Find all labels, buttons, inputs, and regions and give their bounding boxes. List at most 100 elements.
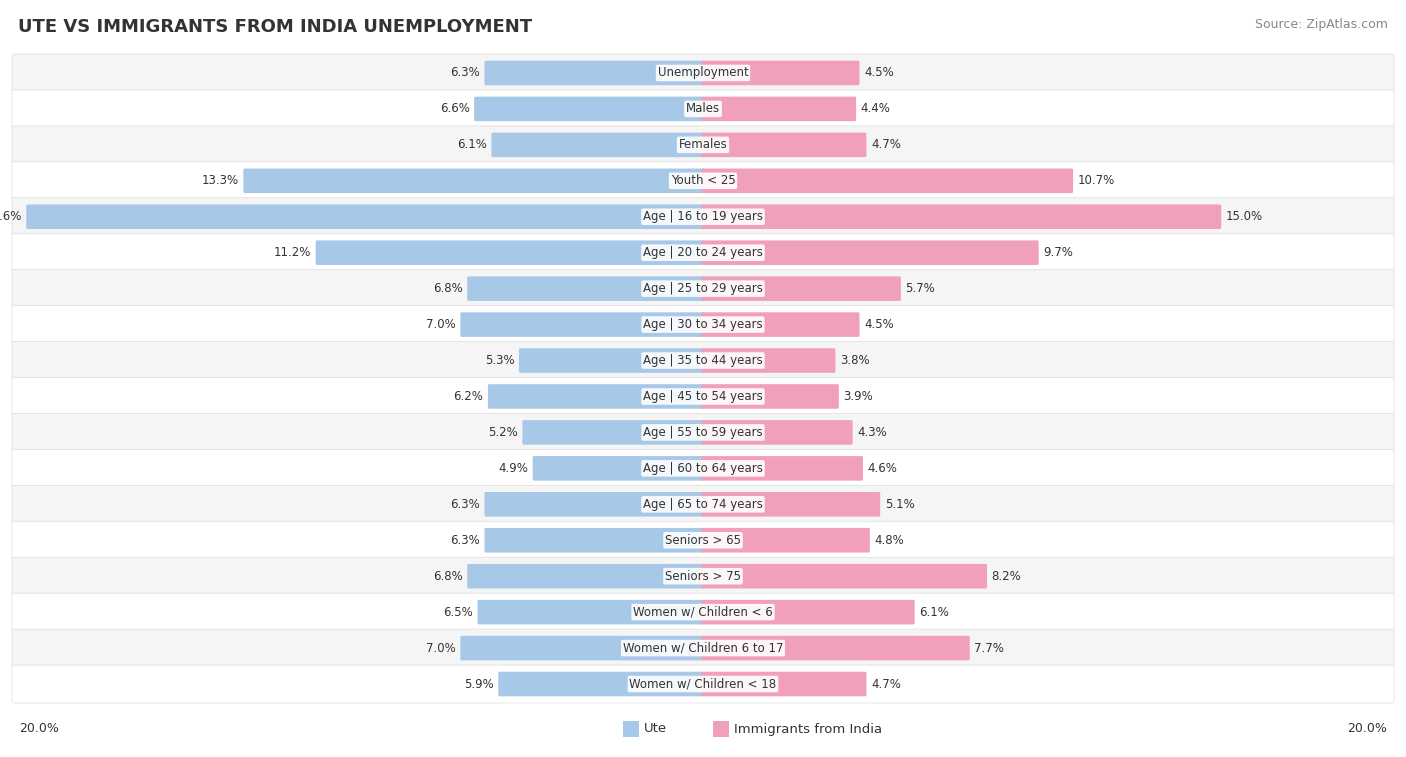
Text: 9.7%: 9.7% — [1043, 246, 1073, 259]
FancyBboxPatch shape — [13, 269, 1393, 307]
FancyBboxPatch shape — [27, 204, 704, 229]
FancyBboxPatch shape — [702, 132, 866, 157]
FancyBboxPatch shape — [702, 600, 915, 625]
FancyBboxPatch shape — [702, 492, 880, 516]
Text: 6.8%: 6.8% — [433, 282, 463, 295]
FancyBboxPatch shape — [13, 234, 1393, 272]
Text: Age | 60 to 64 years: Age | 60 to 64 years — [643, 462, 763, 475]
FancyBboxPatch shape — [13, 557, 1393, 595]
FancyBboxPatch shape — [533, 456, 704, 481]
Text: Females: Females — [679, 139, 727, 151]
Text: 5.2%: 5.2% — [488, 426, 517, 439]
Text: Women w/ Children 6 to 17: Women w/ Children 6 to 17 — [623, 642, 783, 655]
Text: Age | 35 to 44 years: Age | 35 to 44 years — [643, 354, 763, 367]
FancyBboxPatch shape — [243, 169, 704, 193]
FancyBboxPatch shape — [13, 198, 1393, 235]
FancyBboxPatch shape — [702, 276, 901, 301]
Text: Youth < 25: Youth < 25 — [671, 174, 735, 187]
Text: 4.3%: 4.3% — [858, 426, 887, 439]
FancyBboxPatch shape — [316, 241, 704, 265]
Text: 8.2%: 8.2% — [991, 570, 1021, 583]
Text: 15.0%: 15.0% — [1226, 210, 1263, 223]
FancyBboxPatch shape — [702, 564, 987, 588]
Text: 7.0%: 7.0% — [426, 318, 456, 331]
FancyBboxPatch shape — [702, 61, 859, 86]
Text: Age | 16 to 19 years: Age | 16 to 19 years — [643, 210, 763, 223]
FancyBboxPatch shape — [491, 132, 704, 157]
Text: 6.5%: 6.5% — [443, 606, 472, 618]
Text: 20.0%: 20.0% — [1347, 722, 1386, 736]
Text: 6.1%: 6.1% — [457, 139, 486, 151]
Text: 5.3%: 5.3% — [485, 354, 515, 367]
Text: Age | 20 to 24 years: Age | 20 to 24 years — [643, 246, 763, 259]
Text: Seniors > 65: Seniors > 65 — [665, 534, 741, 547]
FancyBboxPatch shape — [13, 522, 1393, 559]
Text: 4.5%: 4.5% — [865, 67, 894, 79]
FancyBboxPatch shape — [467, 564, 704, 588]
FancyBboxPatch shape — [13, 665, 1393, 703]
Text: Women w/ Children < 18: Women w/ Children < 18 — [630, 678, 776, 690]
FancyBboxPatch shape — [13, 485, 1393, 523]
Text: 4.8%: 4.8% — [875, 534, 904, 547]
Text: Seniors > 75: Seniors > 75 — [665, 570, 741, 583]
FancyBboxPatch shape — [13, 162, 1393, 200]
Text: Age | 25 to 29 years: Age | 25 to 29 years — [643, 282, 763, 295]
Text: 19.6%: 19.6% — [0, 210, 21, 223]
Text: 4.9%: 4.9% — [498, 462, 529, 475]
FancyBboxPatch shape — [485, 528, 704, 553]
Text: Ute: Ute — [644, 722, 666, 736]
FancyBboxPatch shape — [702, 636, 970, 660]
FancyBboxPatch shape — [523, 420, 704, 444]
Text: Women w/ Children < 6: Women w/ Children < 6 — [633, 606, 773, 618]
FancyBboxPatch shape — [13, 378, 1393, 416]
FancyBboxPatch shape — [702, 169, 1073, 193]
Text: 4.7%: 4.7% — [870, 139, 901, 151]
FancyBboxPatch shape — [13, 126, 1393, 164]
FancyBboxPatch shape — [713, 721, 728, 737]
FancyBboxPatch shape — [702, 671, 866, 696]
FancyBboxPatch shape — [485, 492, 704, 516]
FancyBboxPatch shape — [702, 241, 1039, 265]
FancyBboxPatch shape — [460, 313, 704, 337]
Text: 7.7%: 7.7% — [974, 642, 1004, 655]
FancyBboxPatch shape — [13, 90, 1393, 128]
Text: 7.0%: 7.0% — [426, 642, 456, 655]
FancyBboxPatch shape — [13, 306, 1393, 344]
Text: 11.2%: 11.2% — [274, 246, 311, 259]
Text: 4.7%: 4.7% — [870, 678, 901, 690]
Text: 5.9%: 5.9% — [464, 678, 494, 690]
Text: Immigrants from India: Immigrants from India — [734, 722, 882, 736]
FancyBboxPatch shape — [498, 671, 704, 696]
Text: 3.8%: 3.8% — [839, 354, 869, 367]
Text: 13.3%: 13.3% — [201, 174, 239, 187]
FancyBboxPatch shape — [460, 636, 704, 660]
Text: 6.1%: 6.1% — [920, 606, 949, 618]
Text: 4.5%: 4.5% — [865, 318, 894, 331]
FancyBboxPatch shape — [485, 61, 704, 86]
Text: 6.3%: 6.3% — [450, 534, 479, 547]
Text: 6.8%: 6.8% — [433, 570, 463, 583]
Text: 6.3%: 6.3% — [450, 67, 479, 79]
Text: Age | 30 to 34 years: Age | 30 to 34 years — [643, 318, 763, 331]
FancyBboxPatch shape — [702, 348, 835, 372]
Text: 6.2%: 6.2% — [454, 390, 484, 403]
FancyBboxPatch shape — [702, 313, 859, 337]
FancyBboxPatch shape — [702, 420, 852, 444]
Text: Age | 55 to 59 years: Age | 55 to 59 years — [643, 426, 763, 439]
FancyBboxPatch shape — [702, 204, 1222, 229]
Text: 6.3%: 6.3% — [450, 498, 479, 511]
Text: 5.1%: 5.1% — [884, 498, 914, 511]
FancyBboxPatch shape — [13, 629, 1393, 667]
Text: 5.7%: 5.7% — [905, 282, 935, 295]
FancyBboxPatch shape — [623, 721, 638, 737]
Text: 10.7%: 10.7% — [1077, 174, 1115, 187]
Text: Unemployment: Unemployment — [658, 67, 748, 79]
FancyBboxPatch shape — [474, 97, 704, 121]
Text: Males: Males — [686, 102, 720, 115]
FancyBboxPatch shape — [13, 54, 1393, 92]
FancyBboxPatch shape — [702, 97, 856, 121]
Text: Age | 65 to 74 years: Age | 65 to 74 years — [643, 498, 763, 511]
FancyBboxPatch shape — [519, 348, 704, 372]
FancyBboxPatch shape — [702, 385, 839, 409]
Text: 3.9%: 3.9% — [844, 390, 873, 403]
